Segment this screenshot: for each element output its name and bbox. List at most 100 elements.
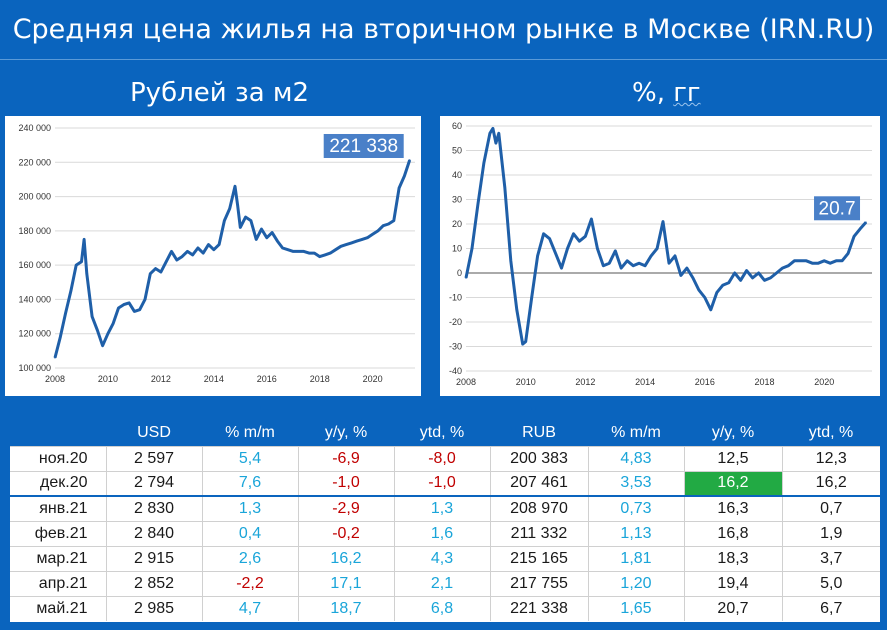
data-point	[680, 274, 682, 277]
table-cell-usd-yy: 16,2	[297, 545, 394, 571]
table-cell-rub-yy: 16,8	[683, 520, 782, 546]
column-header: y/y, %	[298, 420, 394, 446]
table-header-row: USD% m/m y/y, % ytd, % RUB% m/m y/y, % ytd, %	[10, 420, 880, 446]
data-point	[859, 228, 861, 230]
data-point	[524, 340, 527, 343]
data-point	[483, 162, 485, 164]
data-point	[554, 252, 557, 255]
data-point	[250, 219, 252, 222]
data-point	[361, 238, 363, 241]
table-cell-month: дек.20	[10, 470, 106, 496]
data-point	[313, 252, 316, 254]
x-tick-label: 2020	[363, 374, 383, 384]
table-cell-rub: 211 332	[489, 520, 588, 546]
data-point	[674, 255, 676, 257]
data-point	[91, 315, 93, 318]
data-point	[255, 238, 257, 241]
x-tick-label: 2010	[516, 377, 536, 387]
table-cell-rub-ytd: 12,3	[781, 445, 880, 471]
data-point	[510, 260, 512, 262]
data-point	[584, 235, 587, 238]
data-point	[686, 267, 688, 269]
data-point	[276, 240, 279, 242]
table-cell-month: апр.21	[10, 570, 106, 596]
data-point	[128, 302, 130, 304]
data-point	[403, 175, 406, 177]
data-point	[138, 308, 141, 311]
data-point	[668, 262, 670, 264]
data-point	[650, 255, 652, 257]
data-point	[101, 344, 104, 347]
data-point	[548, 237, 551, 240]
data-point	[739, 279, 742, 282]
data-point	[716, 291, 718, 294]
data-point	[521, 343, 524, 345]
table-cell-rub-mm: 4,83	[587, 445, 684, 471]
data-point	[377, 230, 379, 232]
data-point	[207, 243, 210, 246]
data-point	[356, 240, 358, 242]
data-point	[64, 312, 67, 314]
data-point	[393, 219, 395, 222]
column-header: y/y, %	[684, 420, 782, 446]
table-cell-usd-mm: 5,4	[201, 445, 298, 471]
data-point	[775, 272, 778, 274]
data-point	[149, 272, 152, 275]
data-point	[504, 186, 506, 189]
table-cell-usd-yy: -6,9	[297, 445, 394, 471]
table-cell-usd-yy: -2,9	[297, 495, 394, 521]
table-cell-rub-ytd: 1,9	[781, 520, 880, 546]
data-point	[602, 264, 605, 267]
data-point	[239, 226, 242, 229]
table-cell-usd: 2 840	[105, 520, 202, 546]
table-body: ноя.20 2 597 5,4 -6,9 -8,0 200 383 4,83 12,5 12,…	[10, 445, 880, 621]
column-header	[10, 420, 106, 446]
annotation-box	[323, 133, 404, 158]
y-tick-label: -40	[449, 366, 462, 376]
table-cell-usd-yy: 17,1	[297, 570, 394, 596]
data-point	[799, 260, 802, 262]
x-tick-label: 2012	[575, 377, 595, 387]
data-point	[54, 356, 56, 359]
table-cell-rub: 217 755	[489, 570, 588, 596]
data-point	[721, 284, 724, 287]
data-point	[566, 247, 569, 250]
data-point	[318, 255, 321, 258]
data-point	[271, 231, 273, 234]
x-tick-label: 2010	[98, 374, 118, 384]
table-cell-usd-ytd: 6,8	[393, 595, 490, 621]
data-point	[477, 203, 479, 206]
data-point	[266, 236, 268, 239]
data-point	[763, 279, 766, 282]
data-point	[160, 271, 162, 273]
data-point	[213, 248, 215, 251]
data-point	[408, 159, 411, 161]
data-point	[234, 185, 236, 188]
data-point	[835, 260, 837, 262]
data-point	[596, 247, 599, 250]
yoy-chart-panel: 60 50 40 30 20 10 0 -10 -20 -30 -40 2008 2010 2012 201…	[440, 116, 880, 396]
x-tick-label: 2018	[755, 377, 775, 387]
data-point	[710, 309, 712, 311]
x-tick-label: 2016	[695, 377, 715, 387]
data-point	[662, 220, 664, 223]
data-point	[96, 329, 99, 332]
price-chart-panel: 240 000 220 000 200 000 180 000 160 000 140 0…	[5, 116, 421, 396]
data-point	[536, 255, 539, 257]
table-row: дек.20 2 794 7,6 -1,0 -1,0 207 461 3,53 16,2 16,…	[10, 470, 880, 496]
table-cell-usd-mm: 1,3	[201, 495, 298, 521]
data-point	[398, 187, 400, 189]
data-point	[329, 252, 332, 254]
table-cell-rub-yy: 16,3	[683, 495, 782, 521]
price-table: USD% m/m y/y, % ytd, % RUB% m/m y/y, % ytd, %…	[10, 420, 880, 622]
table-cell-usd: 2 794	[105, 470, 202, 496]
data-point	[727, 282, 730, 284]
price-chart: 240 000 220 000 200 000 180 000 160 000 140 0…	[18, 123, 415, 384]
y-tick-label: 220 000	[18, 157, 51, 167]
data-point	[805, 260, 808, 262]
data-point	[345, 243, 348, 246]
column-header: ytd, %	[782, 420, 880, 446]
y-tick-label: 30	[452, 195, 462, 205]
x-tick-label: 2008	[45, 374, 65, 384]
table-cell-rub: 200 383	[489, 445, 588, 471]
